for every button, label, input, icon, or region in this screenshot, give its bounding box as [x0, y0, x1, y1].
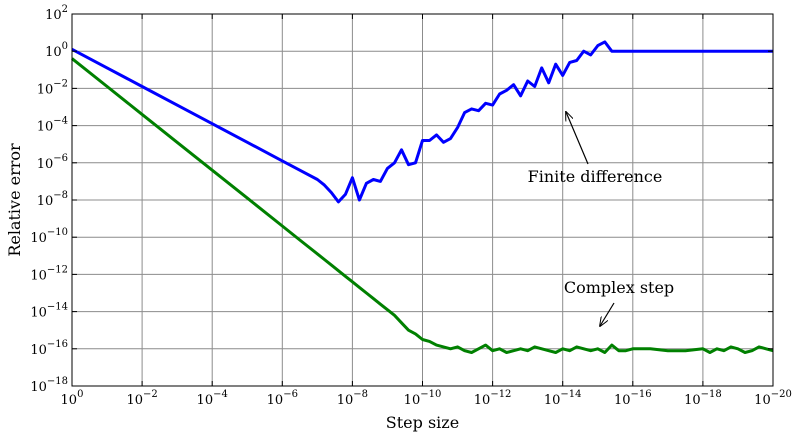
x-axis-label: Step size [386, 413, 459, 432]
y-tick-label: 100 [45, 41, 68, 60]
finite-difference-annotation: Finite difference [528, 167, 663, 186]
y-tick-label: 10−10 [30, 227, 68, 246]
x-tick-label: 10−8 [337, 389, 368, 408]
y-tick-label: 10−14 [30, 302, 68, 321]
x-tick-label: 10−18 [684, 389, 722, 408]
grid-lines [71, 13, 774, 387]
annotations: Finite difference Complex step [528, 112, 674, 326]
y-tick-label: 102 [45, 4, 68, 23]
x-tick-label: 100 [61, 389, 84, 408]
x-tick-label: 10−16 [614, 389, 652, 408]
y-tick-label: 10−2 [37, 78, 68, 97]
x-tick-label: 10−20 [754, 389, 792, 408]
y-tick-label: 10−12 [30, 264, 68, 283]
x-tick-label: 10−2 [126, 389, 157, 408]
x-tick-label: 10−10 [404, 389, 442, 408]
y-tick-label: 10−4 [37, 116, 68, 135]
tick-marks [71, 13, 774, 387]
tick-labels: 100 10−2 10−4 10−6 10−8 10−10 10−12 10−14 10−16 1… [30, 4, 791, 408]
annotation-arrow [600, 302, 615, 326]
y-tick-label: 10−16 [30, 339, 68, 358]
annotation-arrow [566, 112, 589, 165]
y-tick-label: 10−8 [37, 190, 68, 209]
y-axis-label: Relative error [5, 143, 24, 257]
y-tick-label: 10−6 [37, 153, 68, 172]
finite-difference-line [71, 40, 773, 204]
y-tick-label: 10−18 [30, 376, 68, 395]
complex-step-line [71, 57, 774, 354]
plot-lines [71, 40, 774, 354]
x-tick-label: 10−6 [267, 389, 298, 408]
complex-step-annotation: Complex step [564, 278, 674, 297]
x-tick-label: 10−12 [474, 389, 512, 408]
x-tick-label: 10−4 [197, 389, 228, 408]
x-tick-label: 10−14 [544, 389, 582, 408]
